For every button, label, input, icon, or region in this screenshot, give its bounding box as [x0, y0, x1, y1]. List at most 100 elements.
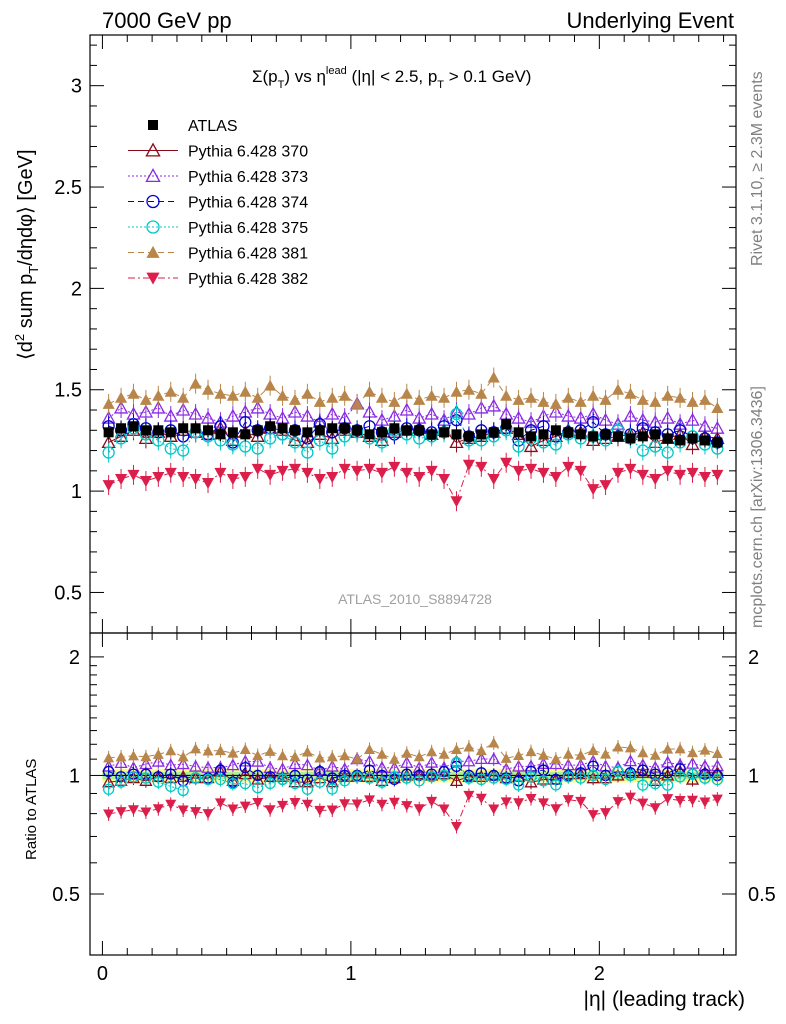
main-ytick-label: 1	[71, 481, 82, 503]
point-atlas	[402, 425, 412, 435]
legend-entry-mc-381: Pythia 6.428 381	[128, 246, 308, 263]
legend-marker-mc-382	[146, 273, 159, 285]
point-mc-381	[537, 396, 549, 407]
ratio-point-mc-382	[612, 797, 623, 807]
point-atlas	[278, 423, 288, 433]
legend-label-mc-375: Pythia 6.428 375	[188, 220, 308, 237]
ratio-point-mc-382	[699, 798, 710, 808]
point-mc-381	[339, 390, 351, 401]
point-atlas	[638, 431, 648, 441]
legend-label-mc-370: Pythia 6.428 370	[188, 144, 308, 161]
ratio-point-mc-382	[165, 800, 176, 810]
point-mc-381	[413, 394, 425, 405]
ratio-ytick-label: 2	[69, 647, 80, 669]
ratio-point-mc-382	[227, 805, 238, 815]
point-mc-382	[475, 462, 487, 473]
ratio-point-mc-382	[116, 807, 127, 817]
point-mc-381	[562, 392, 574, 403]
point-mc-382	[562, 462, 574, 473]
point-mc-381	[401, 388, 413, 399]
ratio-point-mc-381	[178, 751, 189, 761]
main-ytick-label: 2	[71, 278, 82, 300]
point-mc-381	[587, 390, 599, 401]
point-atlas	[601, 429, 611, 439]
point-mc-381	[699, 394, 711, 405]
point-mc-381	[488, 372, 500, 383]
point-mc-382	[165, 468, 177, 479]
point-mc-382	[152, 472, 164, 483]
point-mc-381	[177, 392, 189, 403]
point-mc-381	[550, 398, 562, 409]
ratio-point-mc-381	[513, 750, 524, 760]
point-atlas	[315, 425, 325, 435]
header-left: 7000 GeV pp	[102, 8, 232, 33]
point-mc-381	[351, 398, 363, 409]
point-atlas	[439, 427, 449, 437]
legend-label-mc-374: Pythia 6.428 374	[188, 195, 308, 212]
point-atlas	[650, 429, 660, 439]
ratio-point-mc-381	[352, 754, 363, 764]
point-mc-381	[165, 386, 177, 397]
ratio-point-mc-381	[687, 747, 698, 757]
point-mc-382	[550, 472, 562, 483]
point-mc-381	[363, 386, 375, 397]
point-mc-381	[575, 396, 587, 407]
ratio-point-mc-382	[103, 809, 114, 819]
point-atlas	[302, 427, 312, 437]
point-mc-381	[388, 396, 400, 407]
point-mc-381	[289, 394, 301, 405]
point-mc-382	[363, 464, 375, 475]
ratio-point-mc-381	[389, 754, 400, 764]
point-mc-381	[127, 388, 139, 399]
point-atlas	[563, 427, 573, 437]
point-atlas	[551, 425, 561, 435]
main-plot-area	[103, 368, 724, 512]
ratio-point-mc-381	[128, 750, 139, 760]
x-axis-label: |η| (leading track)	[584, 988, 745, 1011]
point-mc-381	[301, 388, 313, 399]
header-right: Underlying Event	[566, 8, 734, 33]
point-mc-382	[202, 478, 214, 489]
ratio-point-mc-381	[463, 741, 474, 751]
point-atlas	[526, 431, 536, 441]
ratio-ytick-label: 0.5	[52, 884, 80, 906]
ratio-point-mc-381	[488, 737, 499, 747]
point-mc-382	[662, 466, 674, 477]
point-atlas	[688, 433, 698, 443]
ratio-point-mc-382	[302, 800, 313, 810]
x-tick-label: 0	[97, 963, 108, 985]
point-mc-382	[301, 468, 313, 479]
point-mc-382	[177, 472, 189, 483]
ratio-point-mc-381	[165, 745, 176, 755]
series-line-mc-382	[109, 463, 718, 502]
analysis-watermark: ATLAS_2010_S8894728	[338, 591, 492, 607]
main-ylabel: ⟨d2 sum pT/dηdφ⟩ [GeV]	[12, 149, 41, 360]
point-mc-381	[649, 396, 661, 407]
point-atlas	[625, 433, 635, 443]
point-mc-382	[537, 468, 549, 479]
ratio-point-mc-382	[314, 806, 325, 816]
point-mc-382	[674, 470, 686, 481]
point-mc-382	[500, 458, 512, 469]
point-atlas	[104, 427, 114, 437]
ratio-point-mc-382	[513, 798, 524, 808]
ratio-plot-area	[102, 736, 723, 833]
point-mc-382	[264, 470, 276, 481]
ratio-point-mc-381	[612, 741, 623, 751]
point-mc-381	[686, 396, 698, 407]
point-mc-382	[488, 474, 500, 485]
ratio-point-mc-382	[426, 797, 437, 807]
ratio-point-mc-381	[215, 745, 226, 755]
ratio-point-mc-382	[588, 810, 599, 820]
point-atlas	[290, 425, 300, 435]
point-atlas	[489, 427, 499, 437]
point-mc-382	[637, 470, 649, 481]
legend-label-mc-382: Pythia 6.428 382	[188, 271, 308, 288]
ratio-point-mc-381	[116, 751, 127, 761]
point-mc-381	[525, 392, 537, 403]
ratio-point-mc-381	[637, 747, 648, 757]
point-mc-381	[376, 392, 388, 403]
ratio-point-mc-382	[476, 794, 487, 804]
ratio-point-mc-382	[637, 799, 648, 809]
point-atlas	[166, 427, 176, 437]
